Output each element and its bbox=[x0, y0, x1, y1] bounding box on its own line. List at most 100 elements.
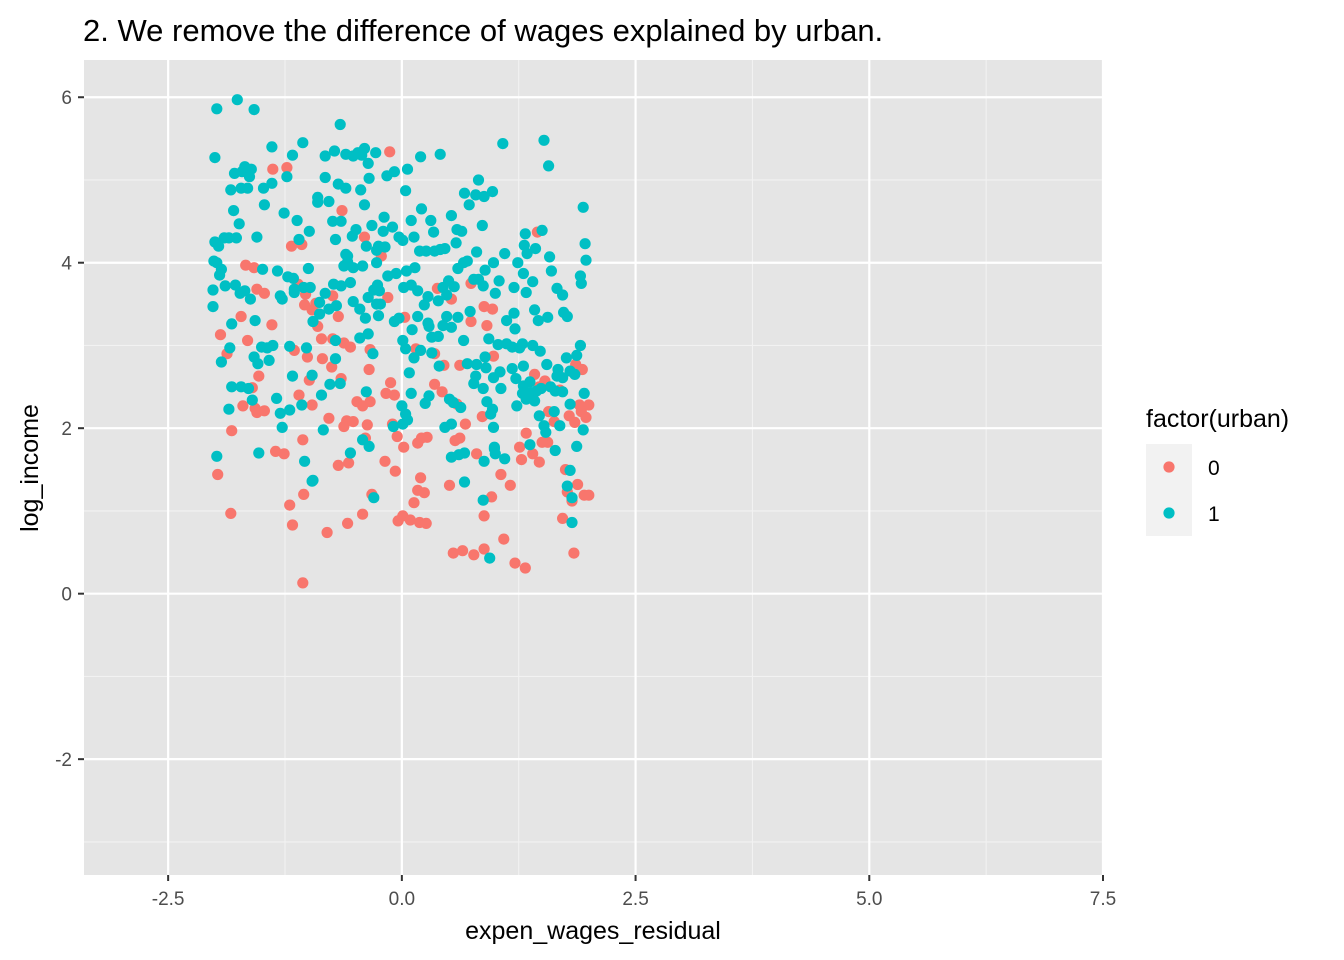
data-point-urban-1 bbox=[415, 151, 427, 163]
data-point-urban-1 bbox=[487, 257, 500, 269]
data-point-urban-1 bbox=[340, 182, 352, 194]
data-point-urban-0 bbox=[415, 472, 427, 484]
data-point-urban-1 bbox=[358, 199, 371, 211]
data-point-urban-1 bbox=[356, 149, 368, 161]
data-point-urban-1 bbox=[393, 312, 405, 324]
data-point-urban-1 bbox=[400, 185, 412, 197]
data-point-urban-1 bbox=[372, 310, 385, 322]
data-point-urban-1 bbox=[382, 270, 394, 282]
data-point-urban-1 bbox=[524, 376, 536, 388]
data-point-urban-1 bbox=[530, 385, 543, 397]
data-points bbox=[207, 94, 595, 589]
data-point-urban-1 bbox=[368, 492, 380, 504]
data-point-urban-1 bbox=[257, 263, 269, 275]
data-point-urban-1 bbox=[281, 171, 293, 183]
data-point-urban-1 bbox=[415, 344, 427, 356]
data-point-urban-1 bbox=[574, 339, 587, 352]
data-point-urban-0 bbox=[332, 310, 344, 323]
data-point-urban-1 bbox=[571, 349, 583, 361]
data-point-urban-0 bbox=[398, 441, 410, 453]
data-point-urban-1 bbox=[520, 286, 532, 299]
data-point-urban-1 bbox=[471, 246, 483, 258]
data-point-urban-1 bbox=[561, 480, 573, 492]
data-point-urban-0 bbox=[436, 386, 448, 398]
data-point-urban-1 bbox=[350, 224, 362, 236]
data-point-urban-1 bbox=[406, 324, 418, 336]
data-point-urban-1 bbox=[468, 377, 480, 390]
data-point-urban-0 bbox=[286, 519, 299, 531]
data-point-urban-1 bbox=[219, 280, 231, 292]
data-point-urban-0 bbox=[495, 468, 507, 481]
y-tick-label: -2 bbox=[55, 750, 72, 771]
data-point-urban-0 bbox=[285, 240, 298, 252]
data-point-urban-0 bbox=[408, 497, 420, 509]
data-point-urban-0 bbox=[343, 457, 355, 469]
data-point-urban-1 bbox=[208, 255, 220, 267]
data-point-urban-0 bbox=[459, 418, 471, 430]
data-point-urban-1 bbox=[302, 262, 314, 275]
data-point-urban-0 bbox=[253, 370, 265, 382]
data-point-urban-1 bbox=[486, 186, 499, 198]
plot-panel bbox=[84, 60, 1103, 875]
data-point-urban-1 bbox=[564, 464, 576, 476]
data-point-urban-1 bbox=[408, 231, 420, 243]
data-point-urban-1 bbox=[360, 240, 372, 252]
data-point-urban-1 bbox=[533, 410, 545, 422]
data-point-urban-1 bbox=[340, 148, 352, 160]
data-point-urban-0 bbox=[572, 478, 584, 491]
data-point-urban-1 bbox=[527, 276, 539, 288]
data-point-urban-0 bbox=[321, 526, 333, 539]
data-point-urban-1 bbox=[319, 287, 331, 299]
data-point-urban-1 bbox=[422, 317, 434, 329]
data-point-urban-0 bbox=[421, 431, 433, 443]
data-point-urban-0 bbox=[347, 416, 359, 428]
data-point-urban-0 bbox=[242, 334, 254, 347]
y-tick-label: 4 bbox=[61, 254, 72, 275]
data-point-urban-1 bbox=[483, 333, 495, 345]
data-point-urban-1 bbox=[458, 476, 471, 488]
data-point-urban-0 bbox=[297, 434, 309, 446]
data-point-urban-0 bbox=[573, 399, 586, 411]
data-point-urban-1 bbox=[249, 315, 261, 327]
data-point-urban-0 bbox=[504, 479, 516, 491]
data-point-urban-1 bbox=[516, 338, 529, 350]
data-point-urban-0 bbox=[338, 420, 350, 433]
data-point-urban-1 bbox=[478, 455, 490, 467]
data-point-urban-1 bbox=[468, 273, 480, 285]
data-point-urban-1 bbox=[472, 174, 485, 186]
data-point-urban-1 bbox=[347, 296, 359, 308]
data-point-urban-1 bbox=[386, 221, 399, 233]
data-point-urban-0 bbox=[486, 491, 498, 503]
data-point-urban-0 bbox=[388, 389, 400, 401]
data-point-urban-0 bbox=[214, 329, 227, 341]
data-point-urban-1 bbox=[566, 492, 578, 504]
data-point-urban-1 bbox=[371, 244, 383, 256]
data-point-urban-1 bbox=[207, 284, 219, 296]
data-point-urban-1 bbox=[461, 255, 473, 267]
minor-gridlines bbox=[84, 60, 1103, 875]
data-point-urban-1 bbox=[456, 225, 468, 237]
data-point-urban-1 bbox=[445, 210, 457, 222]
data-point-urban-0 bbox=[478, 301, 490, 313]
y-tick-label: 0 bbox=[61, 585, 72, 606]
data-point-urban-0 bbox=[391, 430, 403, 443]
data-point-urban-0 bbox=[557, 512, 569, 525]
data-point-urban-0 bbox=[471, 448, 483, 460]
data-point-urban-1 bbox=[319, 150, 331, 162]
x-axis-ticks: -2.5 0.0 2.5 5.0 7.5 bbox=[152, 875, 1116, 910]
data-point-urban-1 bbox=[248, 104, 260, 116]
data-point-urban-0 bbox=[357, 508, 369, 520]
data-point-urban-0 bbox=[266, 319, 278, 331]
data-point-urban-1 bbox=[441, 289, 453, 301]
data-point-urban-1 bbox=[557, 372, 569, 384]
data-point-urban-0 bbox=[364, 396, 376, 408]
data-point-urban-1 bbox=[400, 343, 412, 355]
data-point-urban-0 bbox=[212, 468, 224, 481]
data-point-urban-1 bbox=[354, 303, 366, 315]
data-point-urban-0 bbox=[226, 425, 238, 437]
data-point-urban-0 bbox=[293, 389, 305, 401]
data-point-urban-1 bbox=[377, 225, 389, 237]
data-point-urban-0 bbox=[533, 456, 545, 468]
data-point-urban-1 bbox=[359, 312, 371, 324]
data-point-urban-1 bbox=[516, 387, 529, 399]
